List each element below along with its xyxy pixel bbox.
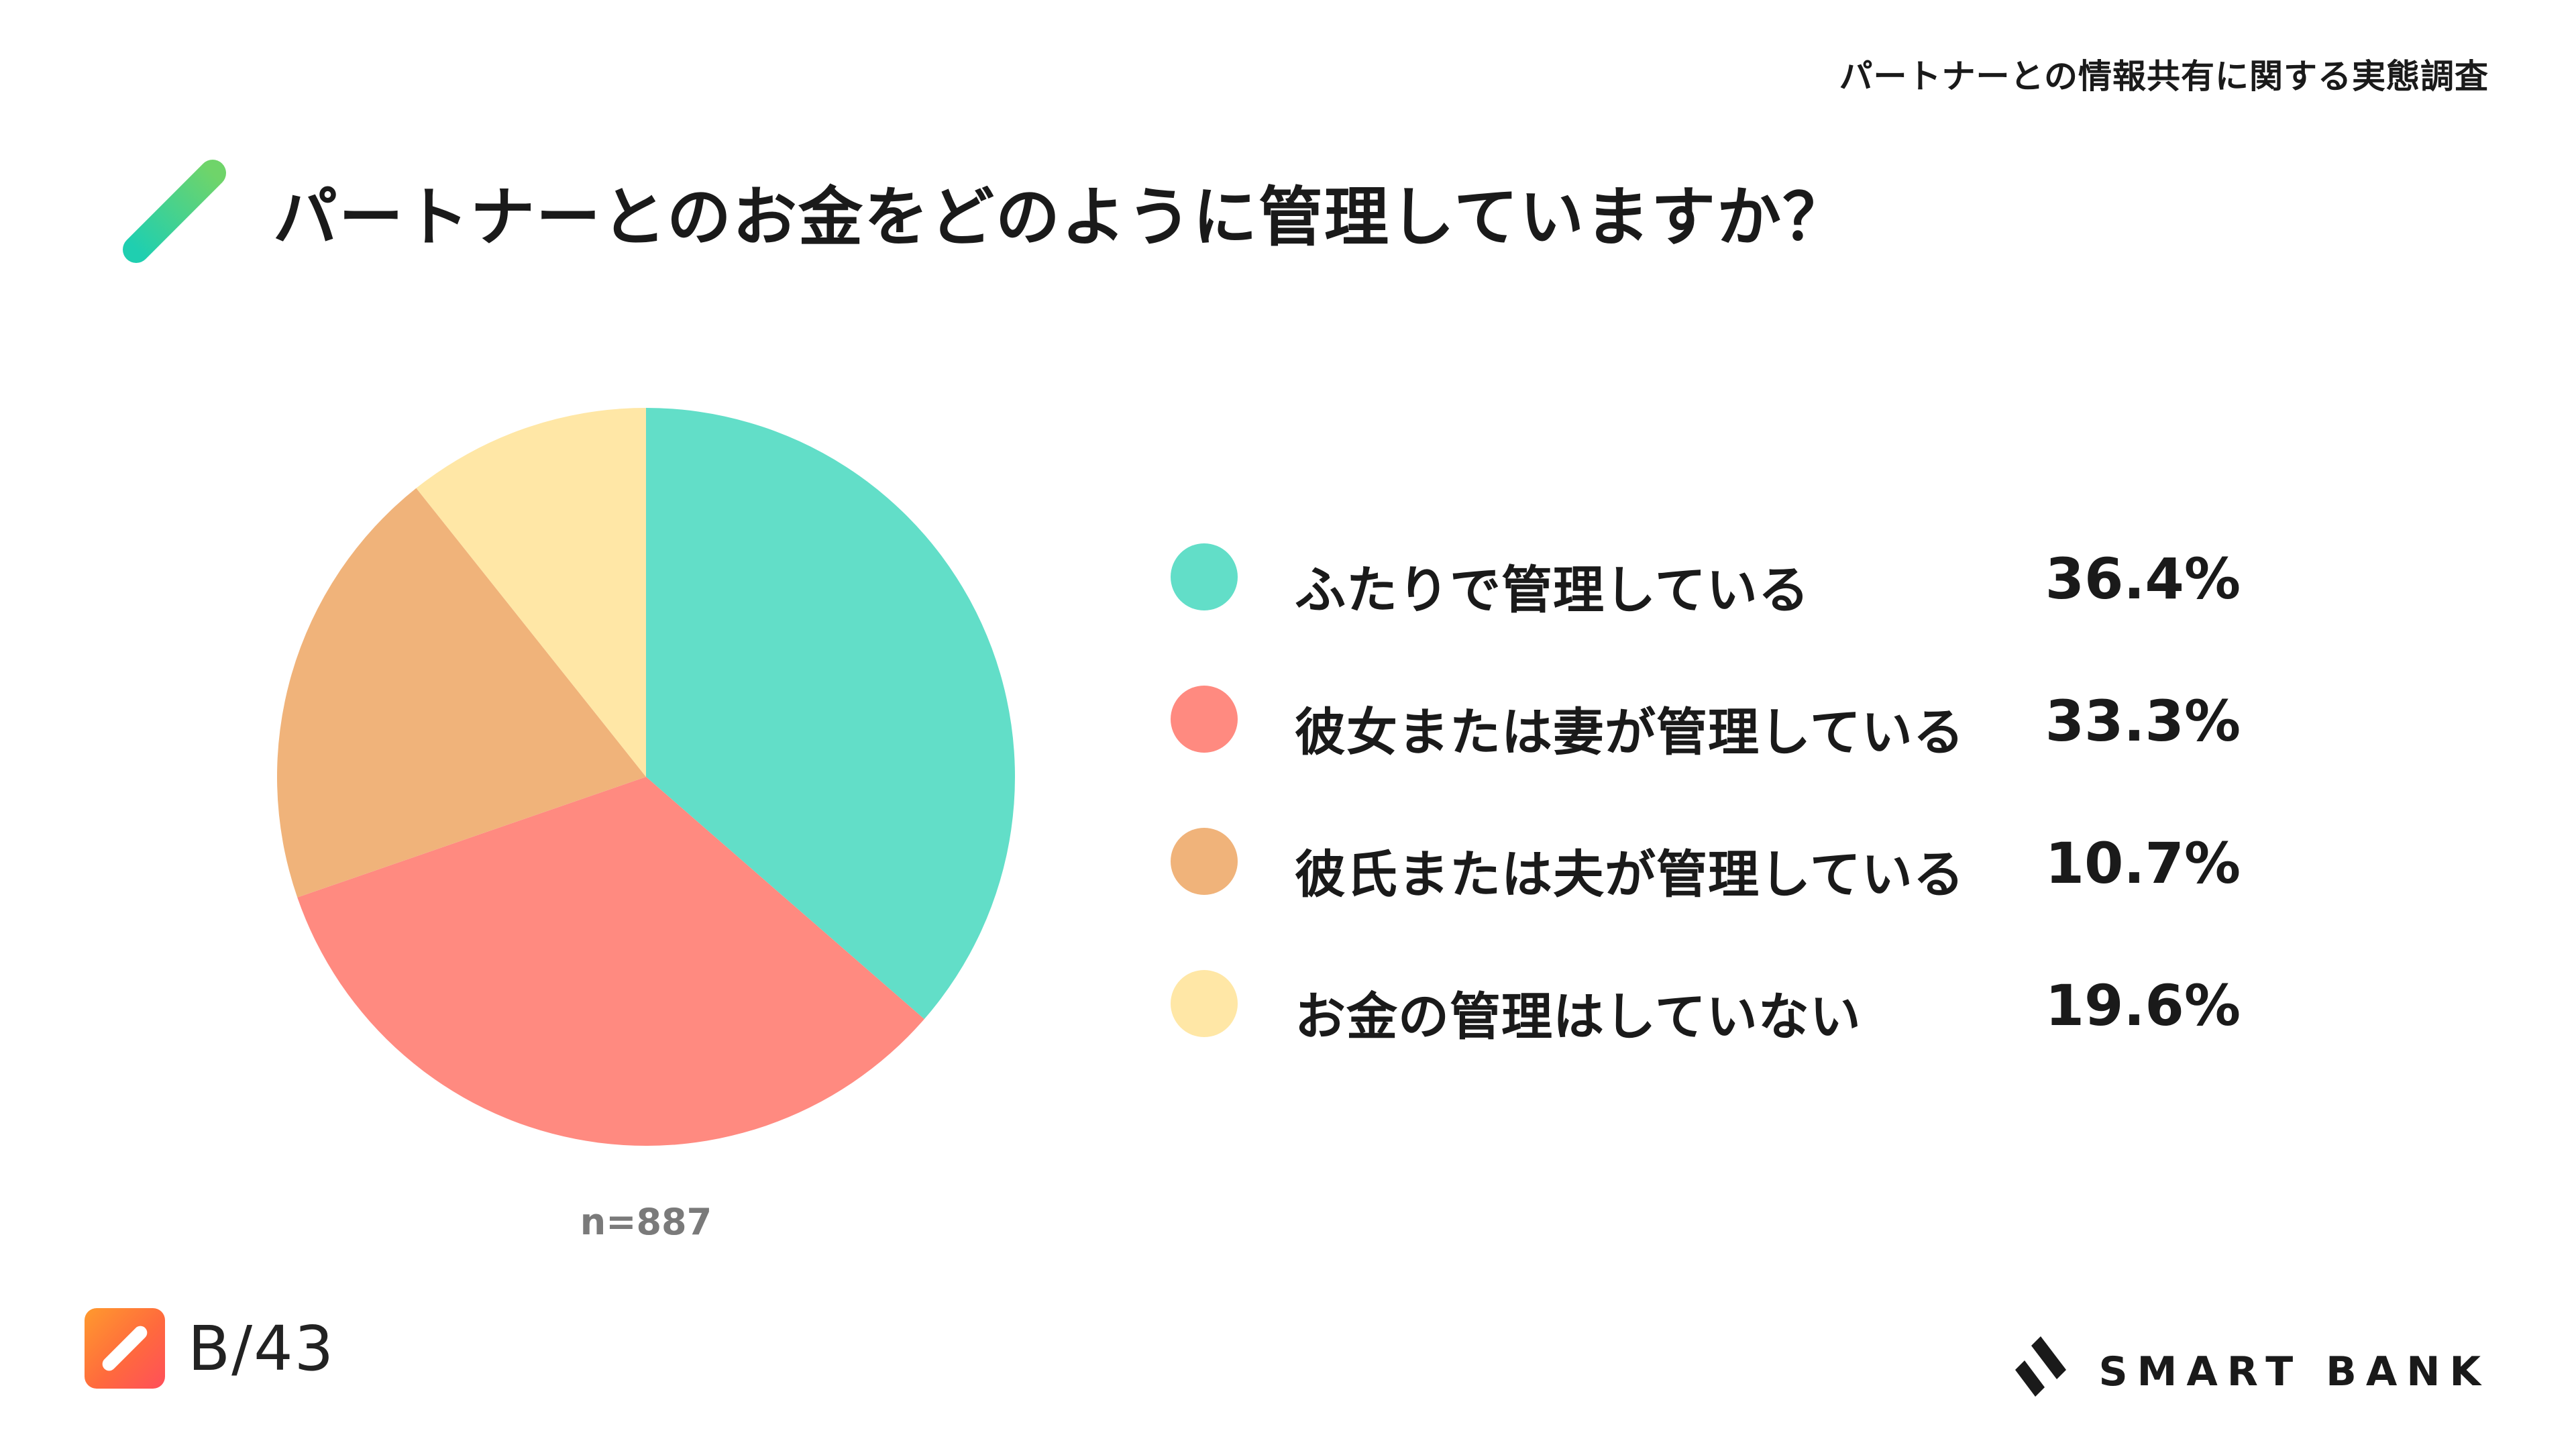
- legend-color-dot: [1171, 970, 1238, 1037]
- legend-item: お金の管理はしていない 19.6%: [1171, 970, 2311, 1112]
- pie-slice: [277, 488, 646, 898]
- page-title: パートナーとのお金をどのように管理していますか？: [273, 179, 1849, 255]
- report-subtitle: パートナーとの情報共有に関する実態調査: [1839, 57, 2489, 96]
- page-number: B/43: [188, 1312, 335, 1385]
- legend-color-dot: [1171, 828, 1238, 895]
- title-row: パートナーとのお金をどのように管理していますか？: [117, 154, 1848, 268]
- slash-icon: [85, 1308, 165, 1389]
- legend-value: 10.7%: [2045, 830, 2241, 896]
- legend-label: 彼氏または夫が管理している: [1295, 845, 1965, 904]
- diagonal-bar-icon: [123, 160, 226, 263]
- pie-slice: [646, 408, 1015, 1020]
- pie-slice: [297, 777, 924, 1146]
- legend-label: ふたりで管理している: [1295, 560, 1810, 620]
- legend-value: 19.6%: [2045, 973, 2241, 1038]
- brand-logo: SMART BANK: [2008, 1335, 2490, 1409]
- legend-value: 33.3%: [2045, 688, 2241, 754]
- sample-size-note: n=887: [580, 1201, 712, 1243]
- smartbank-logo-icon: [2015, 1336, 2067, 1397]
- legend-color-dot: [1171, 543, 1238, 610]
- legend-label: 彼女または妻が管理している: [1295, 702, 1965, 762]
- pie-chart: [277, 408, 1015, 1146]
- page-indicator: B/43: [85, 1308, 335, 1389]
- pie-slice: [416, 408, 646, 777]
- legend-label: お金の管理はしていない: [1295, 987, 1862, 1046]
- legend-item: 彼氏または夫が管理している 10.7%: [1171, 828, 2311, 970]
- brand-name: SMART BANK: [2098, 1348, 2490, 1395]
- pie-chart-canvas: [277, 408, 1015, 1146]
- legend-item: 彼女または妻が管理している 33.3%: [1171, 686, 2311, 828]
- legend-item: ふたりで管理している 36.4%: [1171, 543, 2311, 686]
- chart-legend: ふたりで管理している 36.4% 彼女または妻が管理している 33.3% 彼氏ま…: [1171, 543, 2311, 1112]
- legend-value: 36.4%: [2045, 546, 2241, 612]
- legend-color-dot: [1171, 686, 1238, 753]
